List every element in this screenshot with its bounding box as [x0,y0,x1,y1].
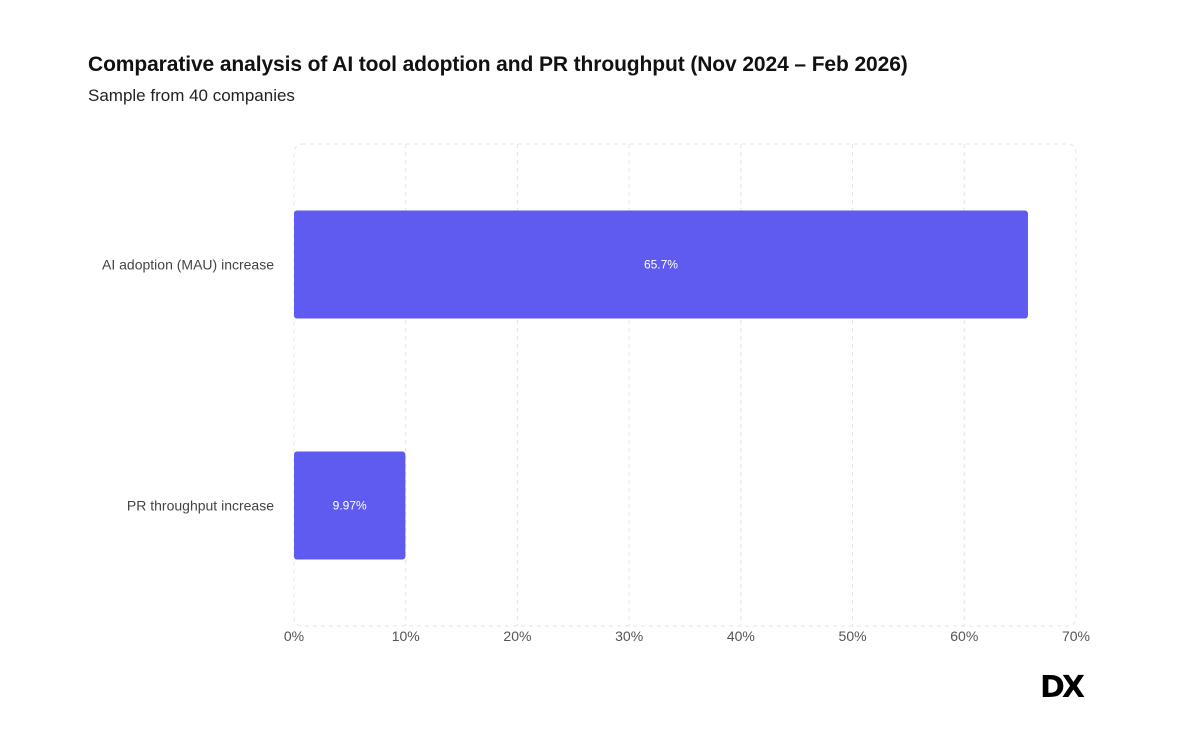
bar [294,451,406,560]
x-tick-label: 0% [284,628,304,644]
x-tick-label: 20% [503,628,531,644]
category-label: AI adoption (MAU) increase [102,257,274,273]
chart-title: Comparative analysis of AI tool adoption… [88,53,908,76]
bars: 65.7% 9.97% [294,210,1028,560]
category-labels: AI adoption (MAU) increase PR throughput … [102,257,274,514]
bar-data-label: 9.97% [333,499,367,513]
x-tick-labels: 0% 10% 20% 30% 40% 50% 60% 70% [284,628,1090,644]
x-tick-label: 30% [615,628,643,644]
x-tick-label: 10% [392,628,420,644]
x-tick-label: 60% [950,628,978,644]
x-tick-label: 50% [839,628,867,644]
x-tick-label: 70% [1062,628,1090,644]
bar-data-label: 65.7% [644,258,678,272]
bar [294,210,1028,319]
chart-subtitle: Sample from 40 companies [88,86,295,105]
plot-frame [293,143,1077,627]
category-label: PR throughput increase [127,498,274,514]
x-tick-label: 40% [727,628,755,644]
dx-logo: DX [1040,670,1085,705]
